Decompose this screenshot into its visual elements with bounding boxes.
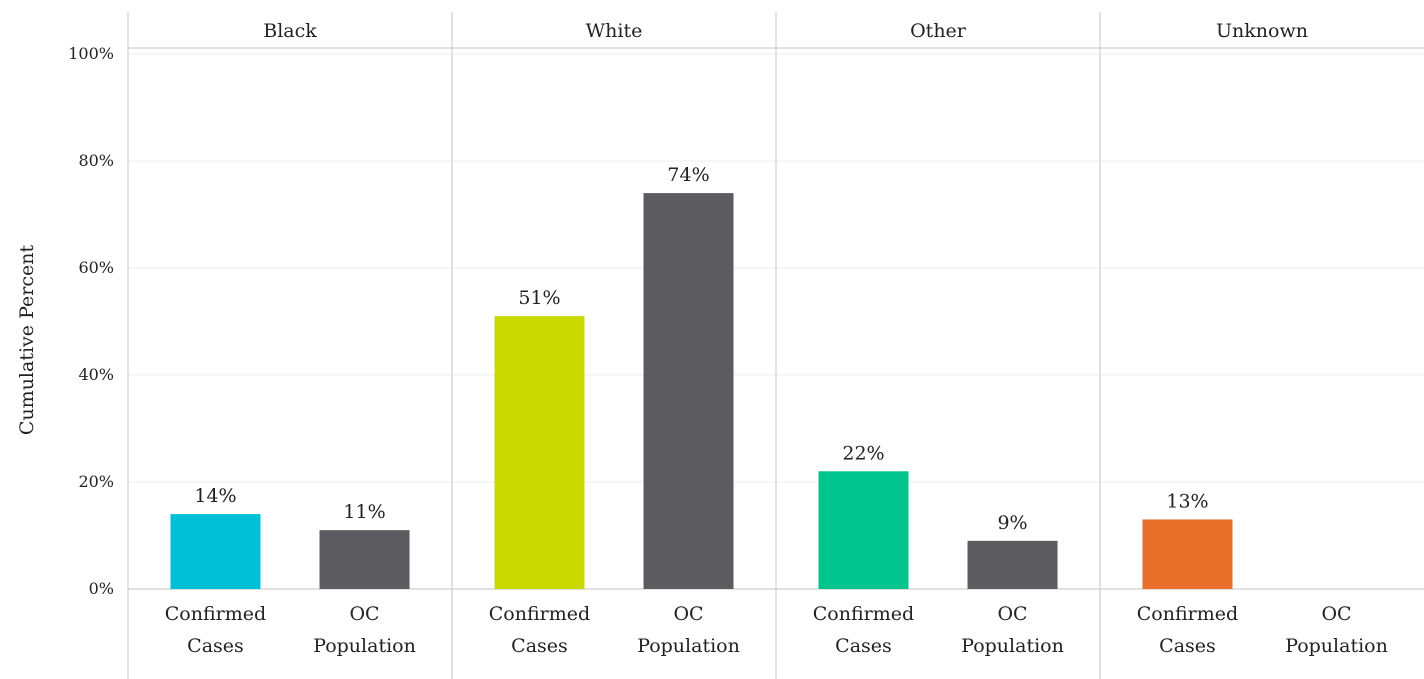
x-tick-label: OC [673, 603, 703, 625]
x-tick-label: Confirmed [165, 603, 266, 625]
bar [319, 530, 410, 589]
x-tick-label: Cases [835, 635, 892, 657]
bar [494, 316, 585, 589]
x-tick-label: OC [349, 603, 379, 625]
x-tick-label: Population [1285, 635, 1388, 657]
x-tick-label: Confirmed [1137, 603, 1238, 625]
panel-title: White [586, 20, 643, 42]
y-tick-label: 0% [89, 579, 114, 598]
x-tick-label: Cases [511, 635, 568, 657]
bar [818, 471, 909, 589]
y-axis-ticks: 0% 20% 40% 60% 80% 100% [68, 44, 114, 598]
y-tick-label: 40% [78, 365, 114, 384]
x-axis-ticks: Confirmed Cases OC Population Confirmed Cases… [165, 603, 1388, 657]
y-tick-label: 60% [78, 258, 114, 277]
data-label: 74% [667, 164, 709, 186]
panel-title: Black [263, 20, 317, 42]
data-label: 11% [343, 501, 385, 523]
data-label: 51% [518, 287, 560, 309]
bar [1142, 519, 1233, 589]
data-label: 22% [842, 442, 884, 464]
panel-titles: Black White Other Unknown [263, 20, 1308, 42]
data-label: 14% [194, 485, 236, 507]
bar [967, 540, 1058, 589]
x-tick-label: OC [1321, 603, 1351, 625]
y-tick-label: 100% [68, 44, 114, 63]
bars [170, 193, 1233, 589]
data-label: 9% [997, 512, 1027, 534]
x-tick-label: Population [637, 635, 740, 657]
bar [170, 514, 261, 589]
y-axis-label: Cumulative Percent [16, 245, 38, 436]
x-tick-label: Cases [1159, 635, 1216, 657]
panel-title: Other [910, 20, 967, 42]
bar [643, 193, 734, 589]
panel-title: Unknown [1216, 20, 1308, 42]
x-tick-label: Confirmed [489, 603, 590, 625]
y-tick-label: 20% [78, 472, 114, 491]
y-tick-label: 80% [78, 151, 114, 170]
x-tick-label: Confirmed [813, 603, 914, 625]
data-labels: 14% 11% 51% 74% 22% 9% 13% [194, 164, 1208, 534]
x-tick-label: Population [961, 635, 1064, 657]
data-label: 13% [1166, 490, 1208, 512]
x-tick-label: Population [313, 635, 416, 657]
x-tick-label: Cases [187, 635, 244, 657]
x-tick-label: OC [997, 603, 1027, 625]
